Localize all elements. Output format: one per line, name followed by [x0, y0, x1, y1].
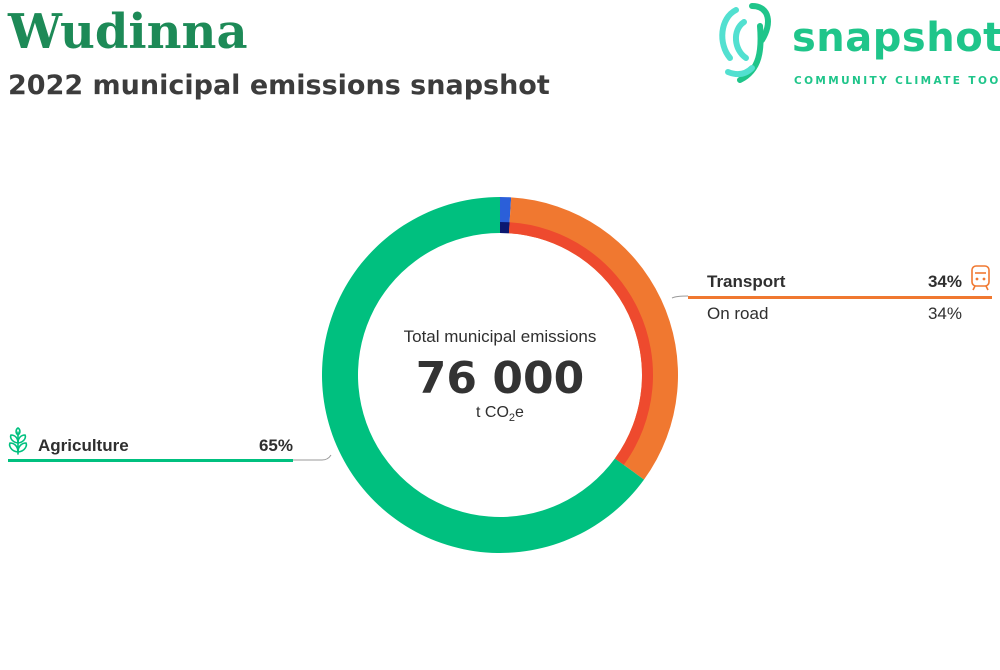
center-unit: t CO2e — [350, 404, 650, 424]
logo-tagline: COMMUNITY CLIMATE TOOL — [794, 75, 1000, 87]
inner-ring — [500, 222, 654, 465]
fingerprint-icon — [719, 3, 771, 83]
transport-label: Transport — [707, 272, 786, 291]
unit-subscript: 2 — [508, 412, 516, 425]
on-road-percent: 34% — [927, 304, 962, 323]
logo-wordmark: snapshot — [792, 15, 1000, 61]
agriculture-leader-line — [293, 454, 332, 461]
transport-percent: 34% — [927, 272, 962, 291]
center-value: 76 000 — [415, 353, 585, 404]
transport-underline — [688, 296, 992, 299]
train-icon — [971, 265, 990, 291]
inner-slice-other-0 — [500, 222, 510, 234]
unit-prefix: t CO — [476, 404, 509, 421]
page-title: Wudinna — [8, 4, 248, 60]
center-label: Total municipal emissions — [403, 327, 597, 346]
unit-suffix: e — [515, 404, 524, 421]
on-road-label: On road — [707, 304, 769, 323]
snapshot-logo: snapshot COMMUNITY CLIMATE TOOL — [712, 0, 1000, 92]
page-subtitle: 2022 municipal emissions snapshot — [8, 70, 550, 101]
agriculture-label: Agriculture — [38, 436, 129, 455]
inner-slice-on-road — [508, 222, 654, 465]
agriculture-percent: 65% — [258, 436, 293, 455]
transport-leader-line — [671, 295, 689, 299]
agriculture-underline — [8, 459, 293, 462]
slice-transport — [508, 197, 678, 480]
sprout-icon — [8, 427, 28, 455]
